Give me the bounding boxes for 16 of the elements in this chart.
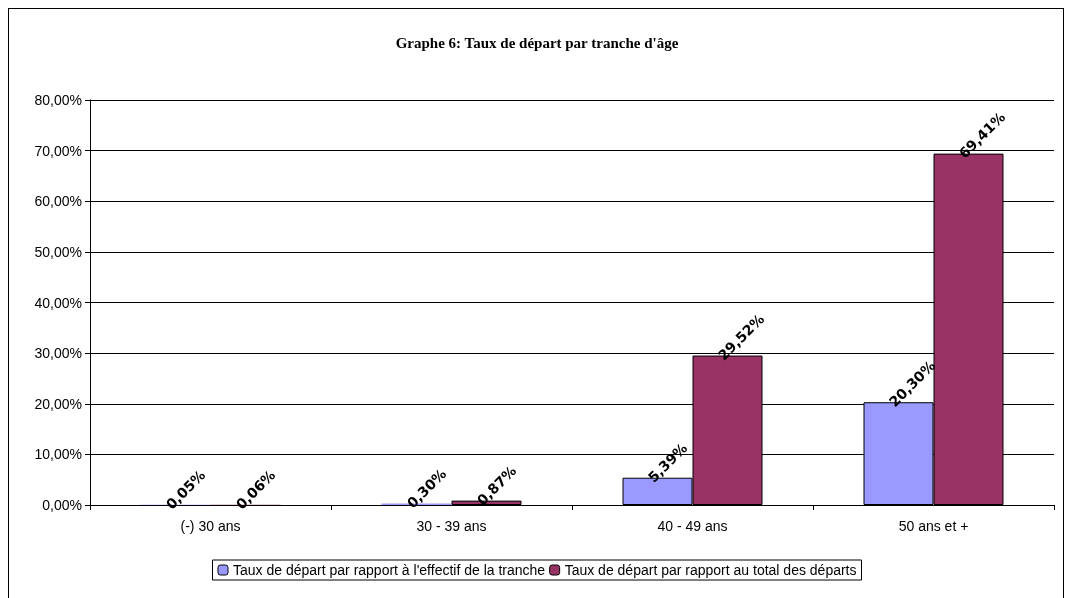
y-tick-label: 60,00% — [34, 193, 82, 210]
y-tick-label: 80,00% — [34, 92, 82, 108]
y-tick-label: 20,00% — [34, 395, 82, 412]
x-tick-label: 50 ans et + — [898, 518, 969, 534]
x-tick-label: 30 - 39 ans — [416, 518, 487, 534]
y-tick-label: 70,00% — [34, 142, 82, 159]
x-tick-label: (-) 30 ans — [180, 518, 241, 534]
y-tick-label: 10,00% — [34, 446, 82, 463]
x-tick-label: 40 - 49 ans — [657, 518, 728, 534]
y-tick-label: 40,00% — [34, 294, 82, 311]
chart-title: Graphe 6: Taux de départ par tranche d'âge — [395, 34, 679, 51]
y-tick-label: 0,00% — [42, 497, 82, 513]
y-tick-label: 30,00% — [34, 345, 82, 362]
legend-label: Taux de départ par rapport au total des départs — [564, 562, 857, 578]
y-tick-label: 50,00% — [34, 243, 82, 260]
legend-label: Taux de départ par rapport à l'effectif de la tranche — [232, 562, 546, 578]
